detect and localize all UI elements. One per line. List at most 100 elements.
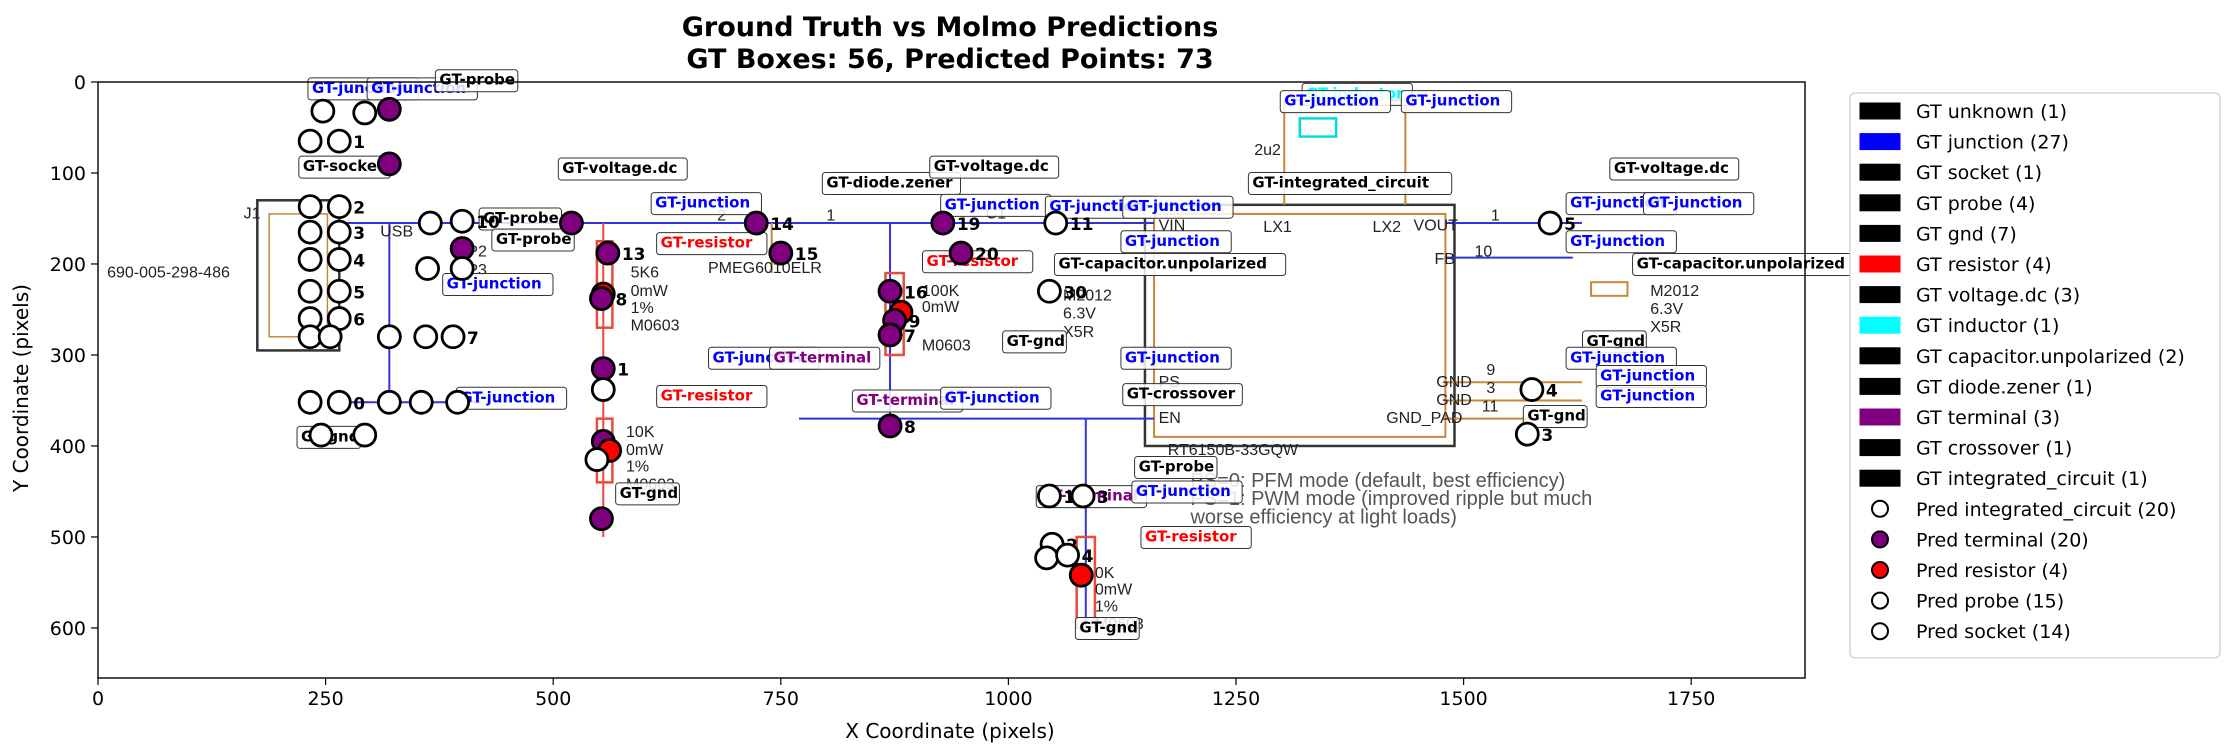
gt-label-box — [940, 386, 1052, 410]
pred-point — [584, 447, 610, 473]
pred-index-label: 3 — [1097, 488, 1109, 508]
schematic-label: RT6150B-33GQW — [1168, 442, 1299, 459]
gt-label-box — [615, 482, 680, 506]
gt-label: GT-resistor — [1145, 528, 1237, 546]
pred-point — [589, 506, 614, 532]
pred-index-label: 5 — [1564, 215, 1576, 235]
gt-label: GT-gnd — [1587, 332, 1645, 350]
gt-label: GT-capacitor.unpolarized — [1637, 255, 1845, 273]
gt-label: GT-junction — [1049, 197, 1144, 215]
pred-point — [308, 422, 334, 448]
pred-point — [559, 210, 584, 236]
gt-label: GT-junction — [1125, 232, 1220, 250]
gt-label-box — [1522, 404, 1588, 428]
legend-label: GT probe (4) — [1916, 193, 2035, 215]
pred-point — [376, 151, 402, 177]
gt-label-box — [929, 155, 1060, 179]
legend-label: GT gnd (7) — [1916, 223, 2017, 245]
pred-point — [297, 278, 323, 304]
gt-label: GT-junction — [945, 388, 1040, 406]
gt-label-box — [1140, 526, 1252, 550]
gt-label-box — [650, 192, 762, 216]
legend-label: GT voltage.dc (3) — [1916, 285, 2080, 307]
chart-subtitle: GT Boxes: 56, Predicted Points: 73 — [686, 44, 1213, 75]
gt-label: GT-junction — [945, 195, 1040, 213]
legend-label: Pred socket (14) — [1916, 621, 2071, 643]
legend-marker — [1871, 499, 1889, 518]
y-axis-label: Y Coordinate (pixels) — [9, 284, 33, 493]
schematic-label: 3 — [1486, 380, 1495, 397]
pred-index-label: 7 — [904, 327, 916, 347]
pred-index-label: 1 — [617, 361, 629, 381]
gt-label: GT-gnd — [620, 484, 678, 502]
gt-label-box — [1131, 480, 1243, 504]
pred-index-label: 16 — [904, 283, 928, 303]
inductor-body — [1298, 117, 1338, 138]
pred-index-label: 8 — [904, 418, 916, 438]
gt-label: GT-junction — [1125, 348, 1220, 366]
pred-point — [415, 256, 440, 281]
y-tick-label: 400 — [50, 436, 86, 458]
legend-swatch — [1859, 194, 1901, 212]
schematic-label: 0mW — [922, 299, 960, 316]
pred-index-label: 11 — [1070, 215, 1094, 235]
gt-label: GT-diode.zener — [826, 174, 953, 192]
pred-point — [376, 389, 402, 415]
pred-point — [877, 413, 903, 439]
pred-point — [1514, 421, 1540, 447]
pred-point — [1055, 542, 1080, 568]
pred-point — [1068, 562, 1094, 588]
pred-point — [743, 210, 769, 236]
annotation-line: PS=0: PFM mode (default, best efficiency… — [1190, 470, 1565, 492]
gt-label-box — [1122, 195, 1234, 219]
legend-marker — [1871, 622, 1889, 641]
schematic-label: 10K — [626, 424, 655, 441]
gt-label: GT-voltage.dc — [1614, 159, 1729, 177]
pred-index-label: 4 — [1546, 382, 1558, 402]
gt-label-box — [1134, 455, 1218, 479]
legend-swatch — [1859, 286, 1901, 304]
legend-label: Pred integrated_circuit (20) — [1916, 499, 2176, 521]
gt-label: GT-junction — [460, 388, 555, 406]
schematic-label: PMEG6010ELR — [708, 260, 822, 277]
gt-label: GT-junction — [1570, 194, 1665, 212]
gt-label-box — [1053, 253, 1287, 277]
y-tick-label: 100 — [50, 163, 86, 185]
pred-point — [326, 278, 352, 304]
pred-point — [376, 96, 402, 122]
pred-point — [297, 194, 323, 220]
pred-point — [1070, 483, 1096, 509]
pred-index-label: 3 — [1541, 426, 1553, 446]
schematic-label: 690-005-298-486 — [107, 265, 230, 282]
schematic-label: 2u2 — [1254, 142, 1281, 159]
schematic-label: GND — [1436, 374, 1472, 391]
schematic-label: X5R — [1063, 324, 1094, 341]
pred-point — [297, 128, 323, 154]
legend-marker — [1871, 530, 1889, 549]
annotation-line: PS=1: PWM mode (improved ripple but much — [1190, 488, 1592, 510]
gt-label: GT-terminal — [856, 391, 954, 409]
legend-swatch — [1859, 224, 1901, 242]
axes-frame — [97, 81, 1806, 679]
pred-point — [1537, 210, 1563, 236]
gt-label-box — [1400, 90, 1513, 114]
legend-swatch — [1859, 133, 1901, 151]
pred-index-label: 5 — [353, 283, 365, 303]
pred-index-label: 4 — [1082, 547, 1094, 567]
legend-label: Pred resistor (4) — [1916, 560, 2068, 582]
gt-label: GT-junction — [1136, 482, 1231, 500]
schematic-label: 0mW — [626, 442, 664, 459]
gt-label: GT-voltage.dc — [934, 157, 1049, 175]
y-tick-label: 300 — [50, 345, 86, 367]
gt-label: GT-probe — [439, 71, 515, 89]
plot-area: J1690-005-298-486USBTP3TP25K60mW1%M0603P… — [97, 69, 1865, 679]
pred-point — [413, 324, 439, 350]
gt-label: GT-socket — [303, 157, 384, 175]
gt-label: GT-capacitor.unpolarized — [1058, 255, 1266, 273]
x-tick-label: 1500 — [1439, 688, 1487, 710]
gt-label: GT-junction — [1284, 92, 1379, 110]
pred-point — [768, 240, 794, 266]
y-tick-label: 500 — [50, 527, 86, 549]
pred-index-label: 8 — [615, 291, 627, 311]
pred-point — [297, 219, 323, 245]
